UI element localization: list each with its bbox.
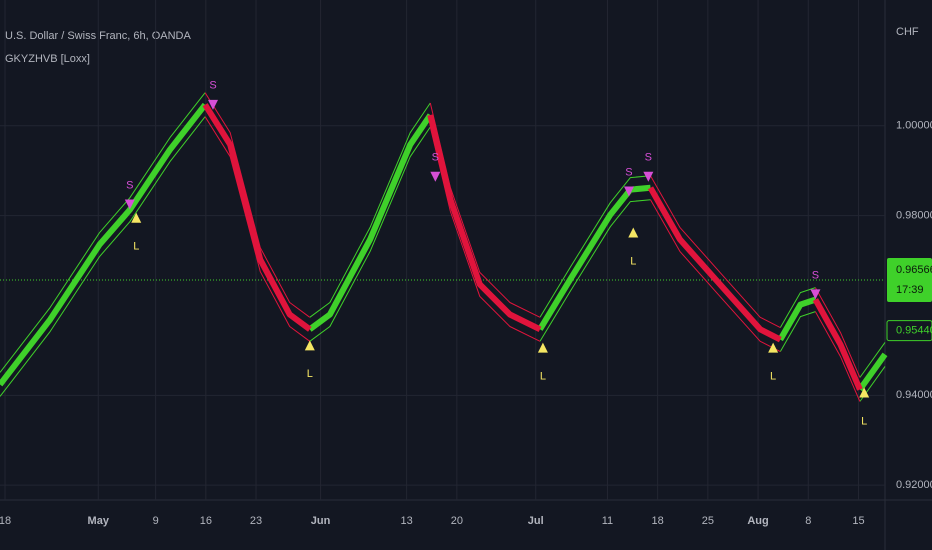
last-price-box: [887, 258, 932, 303]
x-tick-label: 25: [702, 515, 714, 527]
band-edge: [204, 116, 861, 402]
signal-marker: [537, 342, 548, 353]
signal-label: L: [540, 370, 546, 382]
indicator-price-box: [886, 320, 932, 342]
band-edge: [0, 92, 886, 378]
signal-marker: [623, 186, 634, 197]
band-edge: [204, 92, 861, 378]
x-tick-label: 13: [401, 515, 413, 527]
trend-line: [0, 102, 888, 392]
signal-label: S: [432, 152, 439, 164]
signal-marker: [643, 171, 654, 182]
currency: CHF: [896, 26, 919, 38]
signal-marker: [304, 340, 315, 351]
signal-marker: [628, 227, 639, 238]
signal-label: S: [645, 152, 652, 164]
signal-label: S: [812, 269, 819, 281]
signal-marker: [810, 289, 821, 300]
signal-label: S: [126, 179, 133, 191]
signal-marker: [208, 99, 219, 110]
signal-label: L: [307, 368, 313, 380]
x-tick-label: 9: [153, 515, 159, 527]
x-tick-label: 23: [250, 515, 262, 527]
x-tick-label: Jul: [528, 515, 544, 527]
y-tick-label: 1.00000: [896, 120, 932, 132]
signal-label: L: [770, 370, 776, 382]
y-tick-label: 0.94000: [896, 389, 932, 401]
signal-label: S: [209, 80, 216, 92]
indicator-name: GKYZHVB [Loxx]: [5, 53, 90, 65]
signal-marker: [131, 212, 142, 223]
trend-line: [202, 103, 863, 391]
signal-label: S: [625, 166, 632, 178]
signal-marker: [768, 342, 779, 353]
countdown-label: 17:39: [896, 284, 924, 296]
x-tick-label: 18: [652, 515, 664, 527]
x-tick-label: 16: [200, 515, 212, 527]
indicator-price-label: 0.95440: [896, 325, 932, 337]
y-tick-label: 0.98000: [896, 210, 932, 222]
x-tick-label: 20: [451, 515, 463, 527]
x-tick-label: 8: [805, 515, 811, 527]
band-edge: [0, 116, 886, 402]
y-tick-label: 0.92000: [896, 479, 932, 491]
x-tick-label: Aug: [747, 515, 768, 527]
x-tick-label: May: [88, 515, 110, 527]
x-tick-label: Jun: [311, 515, 331, 527]
signal-label: L: [630, 255, 636, 267]
x-tick-label: 15: [852, 515, 864, 527]
last-price-label: 0.96566: [896, 264, 932, 276]
signal-marker: [430, 171, 441, 182]
signal-label: L: [861, 415, 867, 427]
signal-marker: [124, 199, 135, 210]
x-tick-label: 11: [602, 515, 613, 527]
x-tick-label: 18: [0, 515, 11, 527]
signal-label: L: [133, 241, 139, 253]
signal-marker: [859, 387, 870, 398]
